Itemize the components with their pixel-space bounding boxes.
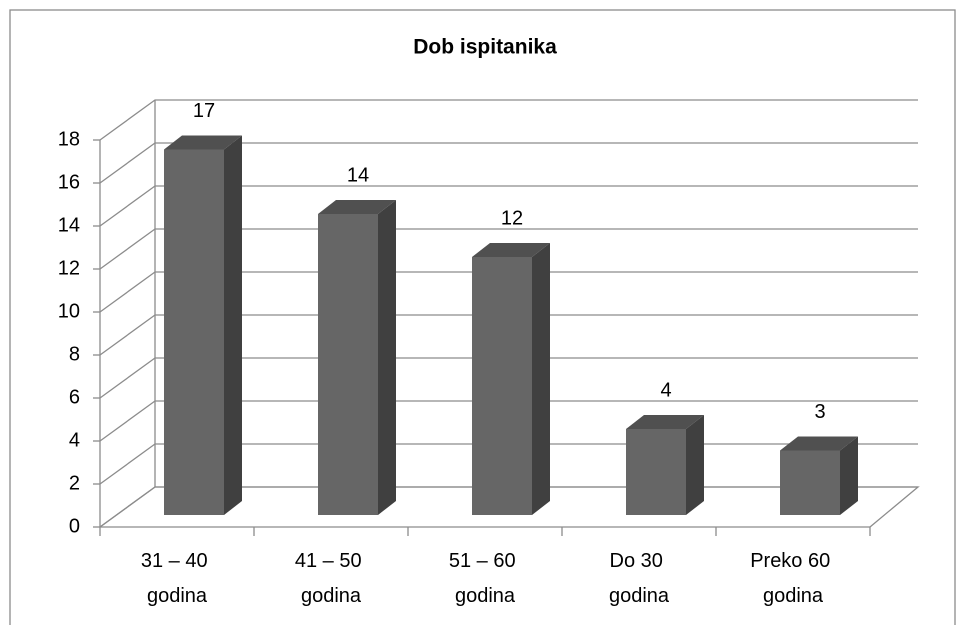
data-label: 3 <box>814 401 825 423</box>
x-tick-label-line: godina <box>763 585 824 607</box>
y-tick-label: 0 <box>69 515 80 537</box>
x-tick-label-line: godina <box>147 585 208 607</box>
x-tick-label: 51 – 60 godina <box>449 550 521 607</box>
bar-side <box>378 200 396 515</box>
bar-front <box>780 450 840 515</box>
x-tick-label: Preko 60 godina <box>750 550 836 607</box>
bar-front <box>472 257 532 515</box>
data-label: 12 <box>501 207 523 229</box>
y-tick-label: 16 <box>58 171 80 193</box>
y-tick-label: 6 <box>69 386 80 408</box>
bar-front <box>318 214 378 515</box>
x-tick-label-line: 41 – 50 <box>295 550 367 572</box>
x-tick-label-line: Do 30 <box>610 550 669 572</box>
bar-front <box>164 149 224 515</box>
x-tick-label-line: godina <box>301 585 362 607</box>
bar <box>472 243 550 515</box>
bar-side <box>224 135 242 515</box>
x-tick-label: 31 – 40 godina <box>141 550 213 607</box>
x-tick-label-line: Preko 60 <box>750 550 836 572</box>
bar-side <box>532 243 550 515</box>
bar-top <box>780 436 858 451</box>
chart-title: Dob ispitanika <box>413 36 557 59</box>
x-tick-label: Do 30 godina <box>609 550 670 607</box>
bar-front <box>626 429 686 515</box>
x-tick-label-line: godina <box>455 585 516 607</box>
bar <box>164 135 242 515</box>
x-tick-label-line: 51 – 60 <box>449 550 521 572</box>
bar <box>626 415 704 515</box>
y-tick-label: 8 <box>69 343 80 365</box>
y-tick-label: 18 <box>58 128 80 150</box>
x-tick-label-line: 31 – 40 <box>141 550 213 572</box>
bar-side <box>840 436 858 515</box>
data-label: 17 <box>193 100 215 122</box>
bar <box>780 436 858 515</box>
y-tick-label: 14 <box>58 214 80 236</box>
y-tick-label: 10 <box>58 300 80 322</box>
x-tick-label-line: godina <box>609 585 670 607</box>
data-label: 4 <box>660 379 671 401</box>
bar-side <box>686 415 704 515</box>
y-tick-label: 12 <box>58 257 80 279</box>
y-tick-label: 2 <box>69 472 80 494</box>
x-tick-label: 41 – 50 godina <box>295 550 367 607</box>
bar <box>318 200 396 515</box>
bar-top <box>626 415 704 429</box>
y-tick-label: 4 <box>69 429 80 451</box>
data-label: 14 <box>347 164 369 186</box>
bar-top <box>164 135 242 150</box>
bar-top <box>472 243 550 257</box>
bar-top <box>318 200 396 214</box>
